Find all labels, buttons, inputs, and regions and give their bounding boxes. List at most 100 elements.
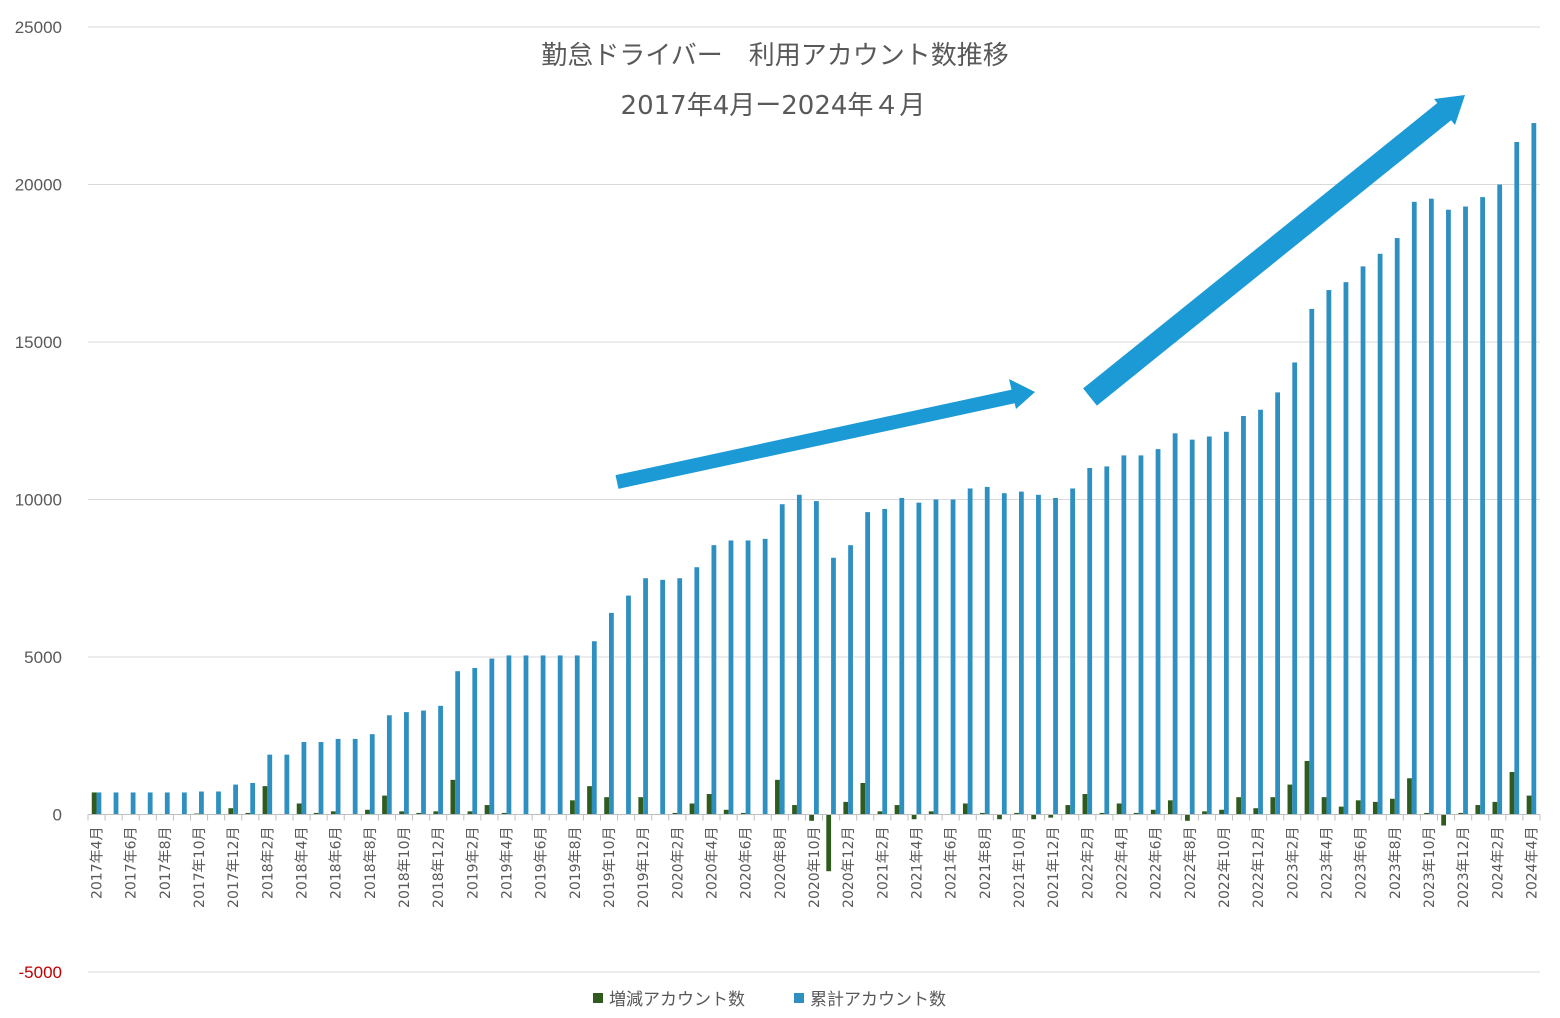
bar-increase <box>1321 797 1327 815</box>
bar-increase <box>894 805 900 815</box>
bar-cumulative <box>267 754 273 815</box>
bar-cumulative <box>455 671 461 815</box>
legend-label-cumulative: 累計アカウント数 <box>810 990 946 1010</box>
bar-increase <box>723 809 729 815</box>
bar-increase <box>997 814 1002 820</box>
bar-cumulative <box>216 791 221 815</box>
bar-increase <box>1492 801 1498 815</box>
bar-cumulative <box>540 655 546 815</box>
bar-increase <box>245 812 251 815</box>
y-tick-label: 0 <box>53 806 62 825</box>
bar-cumulative <box>1309 308 1315 815</box>
bar-increase <box>1424 812 1429 815</box>
bar-cumulative <box>848 545 853 815</box>
x-tick-label: 2023年2月 <box>1285 827 1301 900</box>
bar-increase <box>1355 800 1361 815</box>
bar-increase <box>399 811 405 815</box>
y-tick-label: 20000 <box>15 176 62 195</box>
bar-cumulative <box>1070 488 1076 815</box>
y-tick-label: 10000 <box>15 491 62 510</box>
bar-cumulative <box>660 579 666 815</box>
x-tick-label: 2021年2月 <box>875 827 891 900</box>
bar-cumulative <box>1053 497 1058 815</box>
bar-increase <box>484 805 490 815</box>
bar-increase <box>1219 809 1224 815</box>
bar-cumulative <box>796 494 802 815</box>
bar-cumulative <box>1223 431 1229 815</box>
bar-increase <box>1338 806 1344 815</box>
x-tick-label: 2017年10月 <box>192 827 208 908</box>
x-tick-label: 2019年6月 <box>534 827 550 900</box>
x-tick-label: 2018年4月 <box>295 827 311 900</box>
bar-increase <box>1304 760 1310 815</box>
bar-cumulative <box>1121 455 1127 815</box>
bar-cumulative <box>626 595 631 815</box>
bar-increase <box>433 811 439 815</box>
y-tick-label: -5000 <box>19 963 62 982</box>
bar-increase <box>962 803 968 815</box>
bar-increase <box>1253 808 1259 815</box>
bar-increase <box>689 803 695 815</box>
x-tick-label: 2023年4月 <box>1319 827 1335 900</box>
x-tick-label: 2019年2月 <box>465 827 481 900</box>
x-tick-label: 2023年8月 <box>1388 827 1404 900</box>
bar-cumulative <box>1087 468 1093 815</box>
bar-increase <box>1082 794 1088 815</box>
x-tick-label: 2022年2月 <box>1080 827 1096 900</box>
x-tick-label: 2019年12月 <box>636 827 652 908</box>
bar-cumulative <box>352 738 358 815</box>
bar-increase <box>775 779 780 815</box>
x-tick-label: 2023年12月 <box>1456 827 1472 908</box>
bar-cumulative <box>386 715 392 815</box>
bar-increase <box>296 803 302 815</box>
x-axis: 2017年4月 2017年6月 2017年8月 2017年10月 2017年12月 201… <box>87 814 1541 908</box>
bar-increase <box>416 812 422 815</box>
bar-increase <box>1287 784 1293 815</box>
bar-cumulative <box>1514 141 1520 815</box>
bar-increase <box>450 779 456 815</box>
x-tick-label: 2022年8月 <box>1183 827 1199 900</box>
x-tick-label: 2024年2月 <box>1490 827 1506 900</box>
bar-increase <box>501 812 507 815</box>
bar-increase <box>1150 809 1156 815</box>
trend-arrows <box>615 95 1465 489</box>
bar-cumulative <box>1172 433 1178 815</box>
bar-increase <box>382 795 387 815</box>
bar-cumulative <box>882 508 888 815</box>
trend-arrow-1-shaft <box>615 388 1022 489</box>
bar-increase <box>672 812 678 815</box>
bar-cumulative <box>1360 266 1366 815</box>
trend-arrow-1-head <box>1009 379 1035 409</box>
bar-cumulative <box>1326 290 1332 815</box>
bar-increase <box>1236 797 1242 815</box>
x-tick-label: 2020年12月 <box>841 827 857 908</box>
bar-cumulative <box>404 712 409 815</box>
bar-increase <box>638 797 644 815</box>
bar-cumulative <box>164 792 170 815</box>
bar-increase <box>262 786 268 815</box>
bar-increase <box>587 786 592 815</box>
bar-cumulative <box>814 501 819 815</box>
bar-cumulative <box>335 738 341 815</box>
x-tick-label: 2020年10月 <box>807 827 823 908</box>
bar-cumulative <box>916 502 922 815</box>
y-tick-label: 5000 <box>24 648 62 667</box>
bar-cumulative <box>574 655 580 815</box>
bar-cumulative <box>967 488 973 815</box>
x-tick-label: 2023年6月 <box>1354 827 1370 900</box>
bar-cumulative <box>1428 198 1434 815</box>
bar-increase <box>740 812 746 815</box>
bar-increase <box>91 792 97 815</box>
bar-cumulative <box>1377 253 1383 815</box>
x-tick-label: 2019年4月 <box>500 827 516 900</box>
x-tick-label: 2022年12月 <box>1251 827 1267 908</box>
bar-cumulative <box>557 655 563 815</box>
bar-increase <box>228 808 234 815</box>
bar-cumulative <box>1189 439 1195 815</box>
bar-cumulative <box>1275 392 1281 815</box>
bar-increase <box>860 783 866 815</box>
bar-cumulative <box>933 499 939 815</box>
x-tick-label: 2020年2月 <box>670 827 686 900</box>
bar-increase <box>1509 771 1515 815</box>
bar-cumulative <box>779 504 785 815</box>
